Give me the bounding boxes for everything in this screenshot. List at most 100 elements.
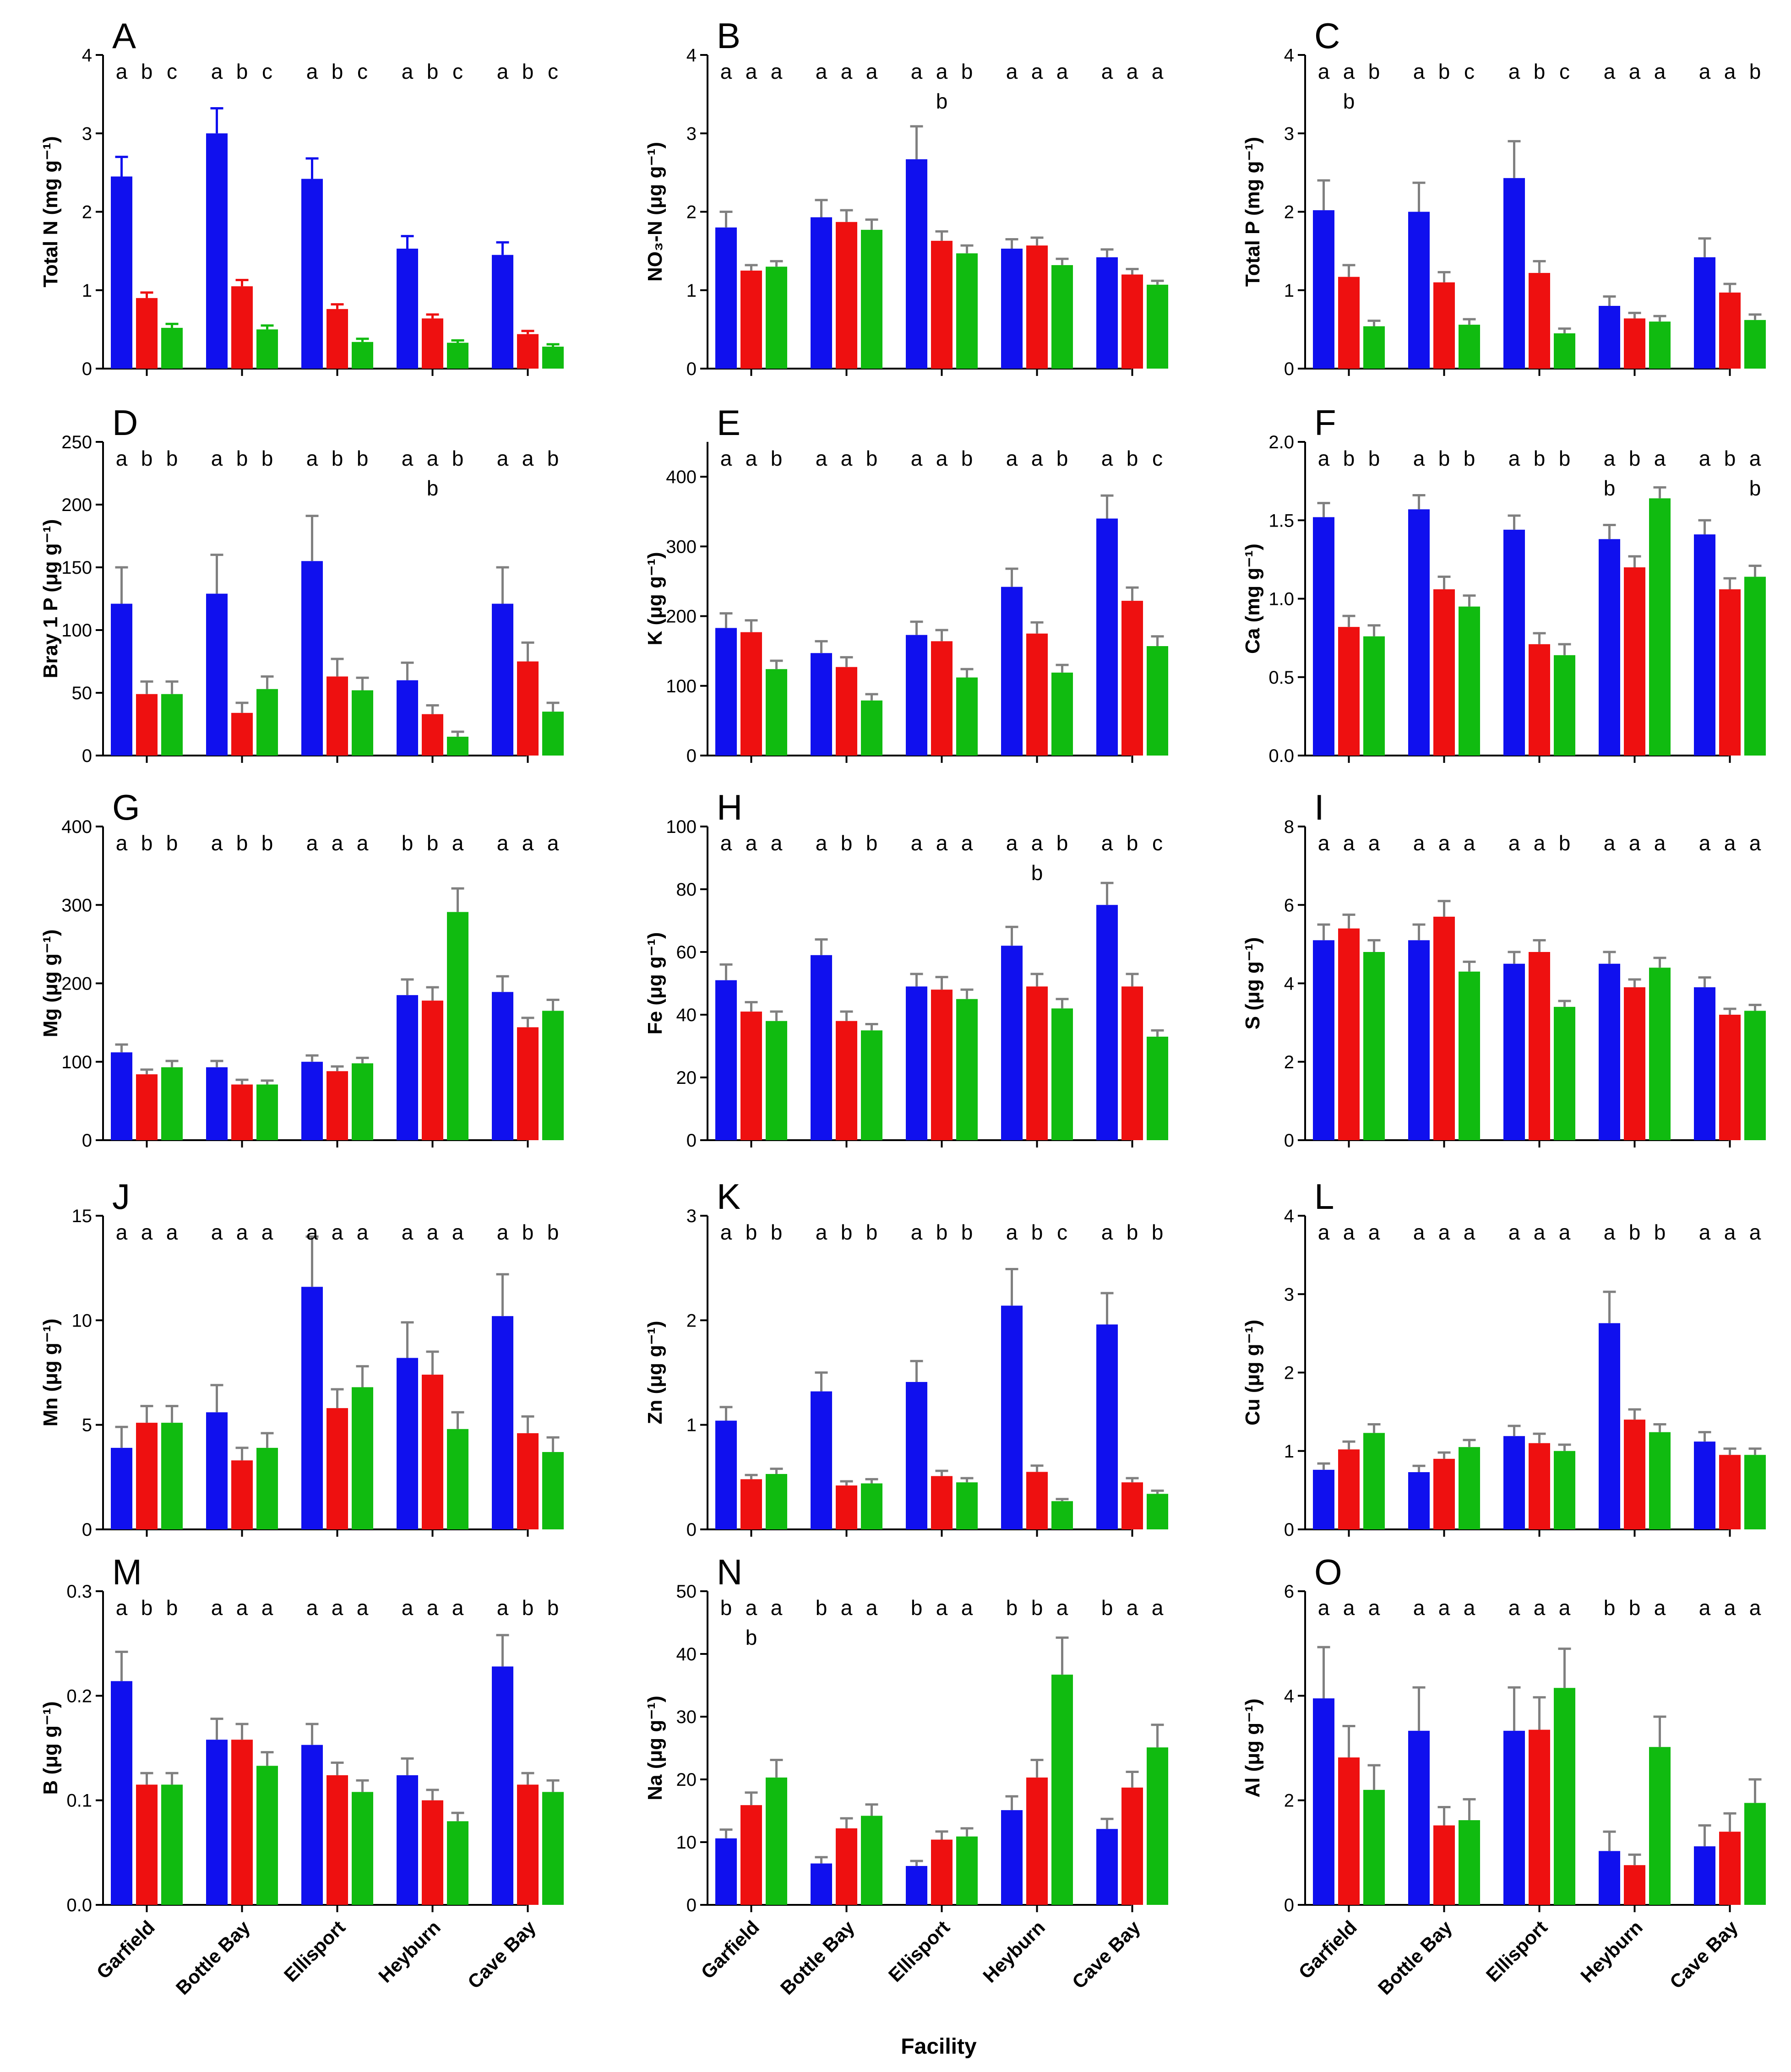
- y-tick-label: 15: [72, 1206, 93, 1226]
- significance-letter: a: [841, 446, 853, 470]
- bar-ellisport-s2: [1529, 1443, 1550, 1529]
- significance-letter: a: [306, 831, 318, 855]
- bar-bottle-bay-s1: [206, 1412, 228, 1529]
- significance-letter: b: [771, 446, 783, 470]
- significance-letter: a: [1006, 60, 1018, 83]
- significance-letter: a: [522, 831, 534, 855]
- y-tick-label: 10: [72, 1311, 93, 1331]
- significance-letter: b: [1464, 446, 1475, 470]
- y-tick-label: 1: [82, 281, 92, 301]
- bar-garfield-s2: [1338, 1757, 1360, 1905]
- significance-letter: a: [1654, 1596, 1666, 1620]
- significance-letter: a: [211, 1220, 223, 1244]
- significance-letter: b: [357, 446, 369, 470]
- significance-letter: a: [1318, 1596, 1330, 1620]
- y-tick-label: 2: [1284, 1052, 1294, 1072]
- bar-cave-bay-s3: [1147, 1036, 1168, 1140]
- bar-ellisport-s2: [1529, 273, 1550, 369]
- bar-bottle-bay-s3: [1459, 971, 1480, 1140]
- bar-ellisport-s3: [1554, 1451, 1575, 1529]
- bar-garfield-s3: [161, 327, 183, 369]
- bar-bottle-bay-s3: [1459, 1820, 1480, 1905]
- y-tick-label: 1: [686, 1415, 697, 1436]
- significance-letter: a: [1318, 446, 1330, 470]
- bar-bottle-bay-s3: [861, 1030, 882, 1140]
- bar-bottle-bay-s1: [206, 133, 228, 369]
- bar-garfield-s1: [111, 604, 132, 756]
- bar-cave-bay-s3: [542, 712, 564, 756]
- panel-letter-H: H: [717, 787, 742, 827]
- significance-letter: a: [866, 1596, 878, 1620]
- significance-letter: a: [1654, 60, 1666, 83]
- significance-letter: a: [1318, 1220, 1330, 1244]
- significance-letter: b: [1534, 60, 1546, 83]
- significance-letter: a: [1559, 1220, 1571, 1244]
- significance-letter: b: [332, 446, 343, 470]
- bar-bottle-bay-s2: [836, 667, 857, 756]
- significance-letter: a: [306, 1596, 318, 1620]
- significance-letter: a: [1724, 1220, 1736, 1244]
- y-tick-label: 50: [676, 1582, 697, 1602]
- significance-letter: b: [402, 831, 414, 855]
- bar-ellisport-s1: [1503, 1730, 1525, 1905]
- bar-bottle-bay-s1: [1408, 212, 1430, 369]
- bar-garfield-s2: [1338, 277, 1360, 369]
- significance-letter: c: [548, 60, 558, 83]
- significance-letter: b: [1534, 446, 1546, 470]
- bar-garfield-s2: [740, 270, 762, 369]
- y-axis-label: Na (μg g⁻¹): [644, 1696, 666, 1800]
- significance-letter: a: [1127, 1596, 1138, 1620]
- significance-letter: b: [1127, 446, 1138, 470]
- significance-letter: a: [497, 1596, 509, 1620]
- significance-letter: b: [141, 1596, 153, 1620]
- significance-letter: b: [261, 446, 273, 470]
- bar-heyburn-s2: [1624, 567, 1645, 756]
- bar-ellisport-s1: [301, 1061, 323, 1140]
- significance-letter-extra: b: [427, 476, 439, 500]
- bar-ellisport-s3: [352, 690, 373, 756]
- bar-heyburn-s1: [1599, 963, 1620, 1140]
- significance-letter: a: [936, 1596, 948, 1620]
- significance-letter: a: [261, 1220, 273, 1244]
- y-tick-label: 2: [1284, 202, 1294, 223]
- significance-letter: a: [1699, 60, 1711, 83]
- significance-letter-extra: b: [746, 1626, 757, 1649]
- bar-garfield-s1: [715, 227, 737, 369]
- bar-ellisport-s2: [327, 1775, 348, 1905]
- bar-garfield-s2: [1338, 928, 1360, 1140]
- y-axis-label: Zn (μg g⁻¹): [644, 1321, 666, 1424]
- y-tick-label: 40: [676, 1005, 697, 1025]
- significance-letter: a: [1724, 1596, 1736, 1620]
- bar-heyburn-s1: [397, 1775, 418, 1905]
- bar-cave-bay-s2: [517, 661, 539, 756]
- significance-letter: a: [1006, 1220, 1018, 1244]
- significance-letter: a: [816, 446, 827, 470]
- significance-letter: a: [1629, 60, 1641, 83]
- bar-cave-bay-s2: [1121, 601, 1143, 756]
- bar-ellisport-s2: [327, 1071, 348, 1140]
- significance-letter: a: [427, 446, 439, 470]
- bar-garfield-s3: [161, 694, 183, 756]
- significance-letter: b: [166, 446, 178, 470]
- significance-letter: a: [1101, 1220, 1113, 1244]
- bar-cave-bay-s3: [1744, 1011, 1766, 1140]
- significance-letter: a: [211, 831, 223, 855]
- panel-letter-O: O: [1314, 1552, 1342, 1592]
- bar-cave-bay-s2: [517, 1433, 539, 1529]
- bar-cave-bay-s3: [1147, 1747, 1168, 1905]
- y-tick-label: 3: [686, 124, 697, 144]
- bar-bottle-bay-s1: [1408, 940, 1430, 1140]
- panel-letter-G: G: [112, 787, 140, 827]
- significance-letter: c: [262, 60, 272, 83]
- bar-garfield-s2: [740, 1805, 762, 1905]
- significance-letter: a: [211, 446, 223, 470]
- y-tick-label: 6: [1284, 1582, 1294, 1602]
- significance-letter: b: [166, 831, 178, 855]
- significance-letter: a: [452, 1596, 464, 1620]
- bar-ellisport-s2: [931, 1839, 953, 1905]
- bar-ellisport-s3: [956, 677, 978, 756]
- bar-ellisport-s1: [301, 561, 323, 756]
- bar-heyburn-s2: [422, 714, 443, 756]
